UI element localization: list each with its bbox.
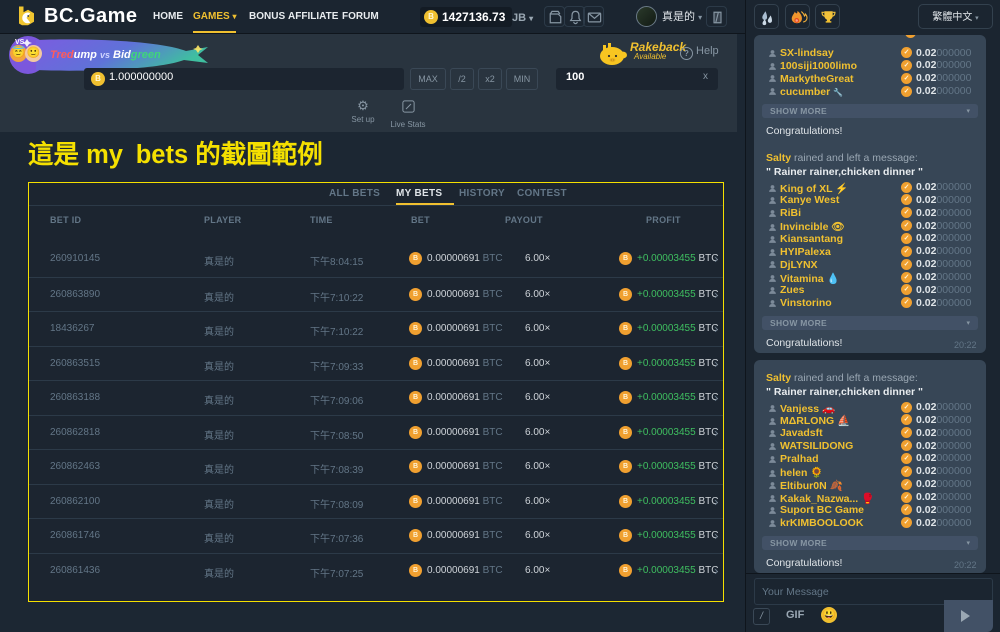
svg-text:B: B bbox=[796, 19, 798, 23]
